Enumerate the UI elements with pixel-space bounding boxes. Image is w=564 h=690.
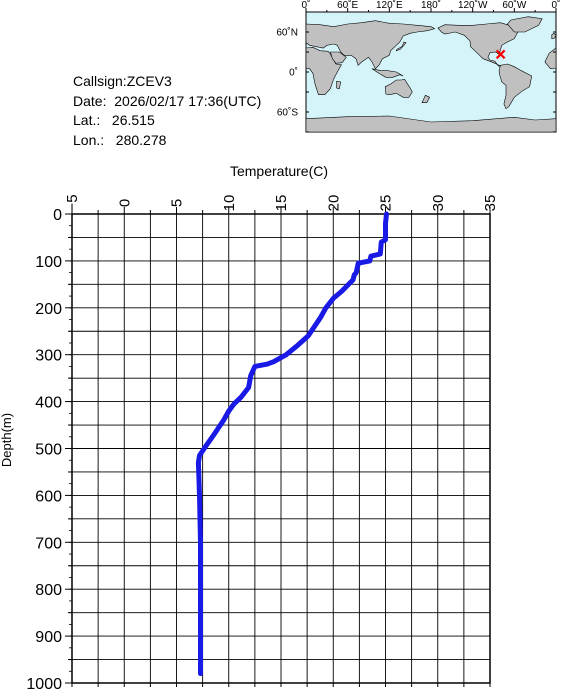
x-tick-label: 10 — [221, 195, 238, 212]
map-labels: 0˚ 60˚E 120˚E 180˚ 120˚W 60˚W 0˚ 60˚N 0˚ 60˚S — [276, 0, 560, 119]
y-tick-label: 100 — [35, 254, 62, 271]
land-shape — [395, 41, 407, 52]
y-tick-label: 800 — [35, 582, 62, 599]
y-tick-label: 1000 — [26, 676, 62, 690]
land-shape — [305, 20, 436, 70]
latitude-label: Lat.: 26.515 — [73, 112, 155, 128]
world-map — [305, 8, 557, 133]
map-longitude-label: 0˚ — [552, 0, 561, 11]
land-shape — [437, 22, 519, 67]
land-shape — [305, 115, 557, 133]
y-tick-label: 900 — [35, 629, 62, 646]
map-latitude-label: 0˚ — [289, 67, 298, 79]
x-tick-label: 15 — [273, 195, 290, 212]
y-tick-label: 400 — [35, 395, 62, 412]
temperature-profile-line — [195, 211, 389, 677]
chart-ticks — [65, 207, 491, 687]
land-shape — [498, 63, 533, 110]
y-tick-label: 200 — [35, 301, 62, 318]
y-tick-label: 500 — [35, 442, 62, 459]
location-map: 0˚ 60˚E 120˚E 180˚ 120˚W 60˚W 0˚ 60˚N 0˚ 60˚S — [276, 0, 560, 133]
map-longitude-label: 180˚ — [421, 0, 441, 11]
map-longitude-label: 60˚E — [337, 0, 358, 11]
land-shape — [421, 94, 431, 103]
x-tick-label: 25 — [378, 195, 395, 212]
map-longitude-label: 60˚W — [502, 0, 526, 11]
y-tick-label: 700 — [35, 535, 62, 552]
plot-frame — [71, 213, 491, 684]
x-axis-label: Temperature(C) — [230, 163, 328, 179]
land-shape — [551, 32, 557, 40]
station-marker — [495, 49, 506, 60]
date-label: Date: 2026/02/17 17:36(UTC) — [73, 92, 262, 109]
land-shape — [336, 80, 342, 90]
land-shape — [384, 78, 413, 98]
x-tick-label: −5 — [64, 194, 81, 211]
land-shape — [329, 51, 347, 64]
map-latitude-label: 60˚S — [277, 107, 298, 119]
longitude-label: Lon.: 280.278 — [73, 131, 167, 148]
x-tick-label: 35 — [482, 195, 499, 212]
map-latitude-label: 60˚N — [276, 27, 298, 39]
x-tick-label: 0 — [116, 199, 133, 207]
chart-grid — [71, 213, 491, 684]
x-tick-label: 30 — [430, 195, 447, 212]
x-tick-label: 20 — [325, 195, 342, 212]
y-axis-label: Depth(m) — [0, 413, 14, 467]
map-longitude-label: 120˚E — [376, 0, 403, 11]
land-shape — [507, 16, 543, 33]
y-tick-label: 600 — [35, 488, 62, 505]
land-shape — [371, 68, 404, 78]
map-longitude-label: 0˚ — [302, 0, 311, 11]
y-tick-label: 0 — [53, 207, 62, 224]
station-info: Callsign:ZCEV3 Date: 2026/02/17 17:36(UT… — [73, 72, 261, 150]
callsign-label: Callsign:ZCEV3 — [73, 73, 172, 89]
y-tick-label: 300 — [35, 348, 62, 365]
x-tick-label: 5 — [169, 199, 186, 207]
land-shape — [544, 47, 557, 70]
map-longitude-label: 120˚W — [458, 0, 488, 11]
